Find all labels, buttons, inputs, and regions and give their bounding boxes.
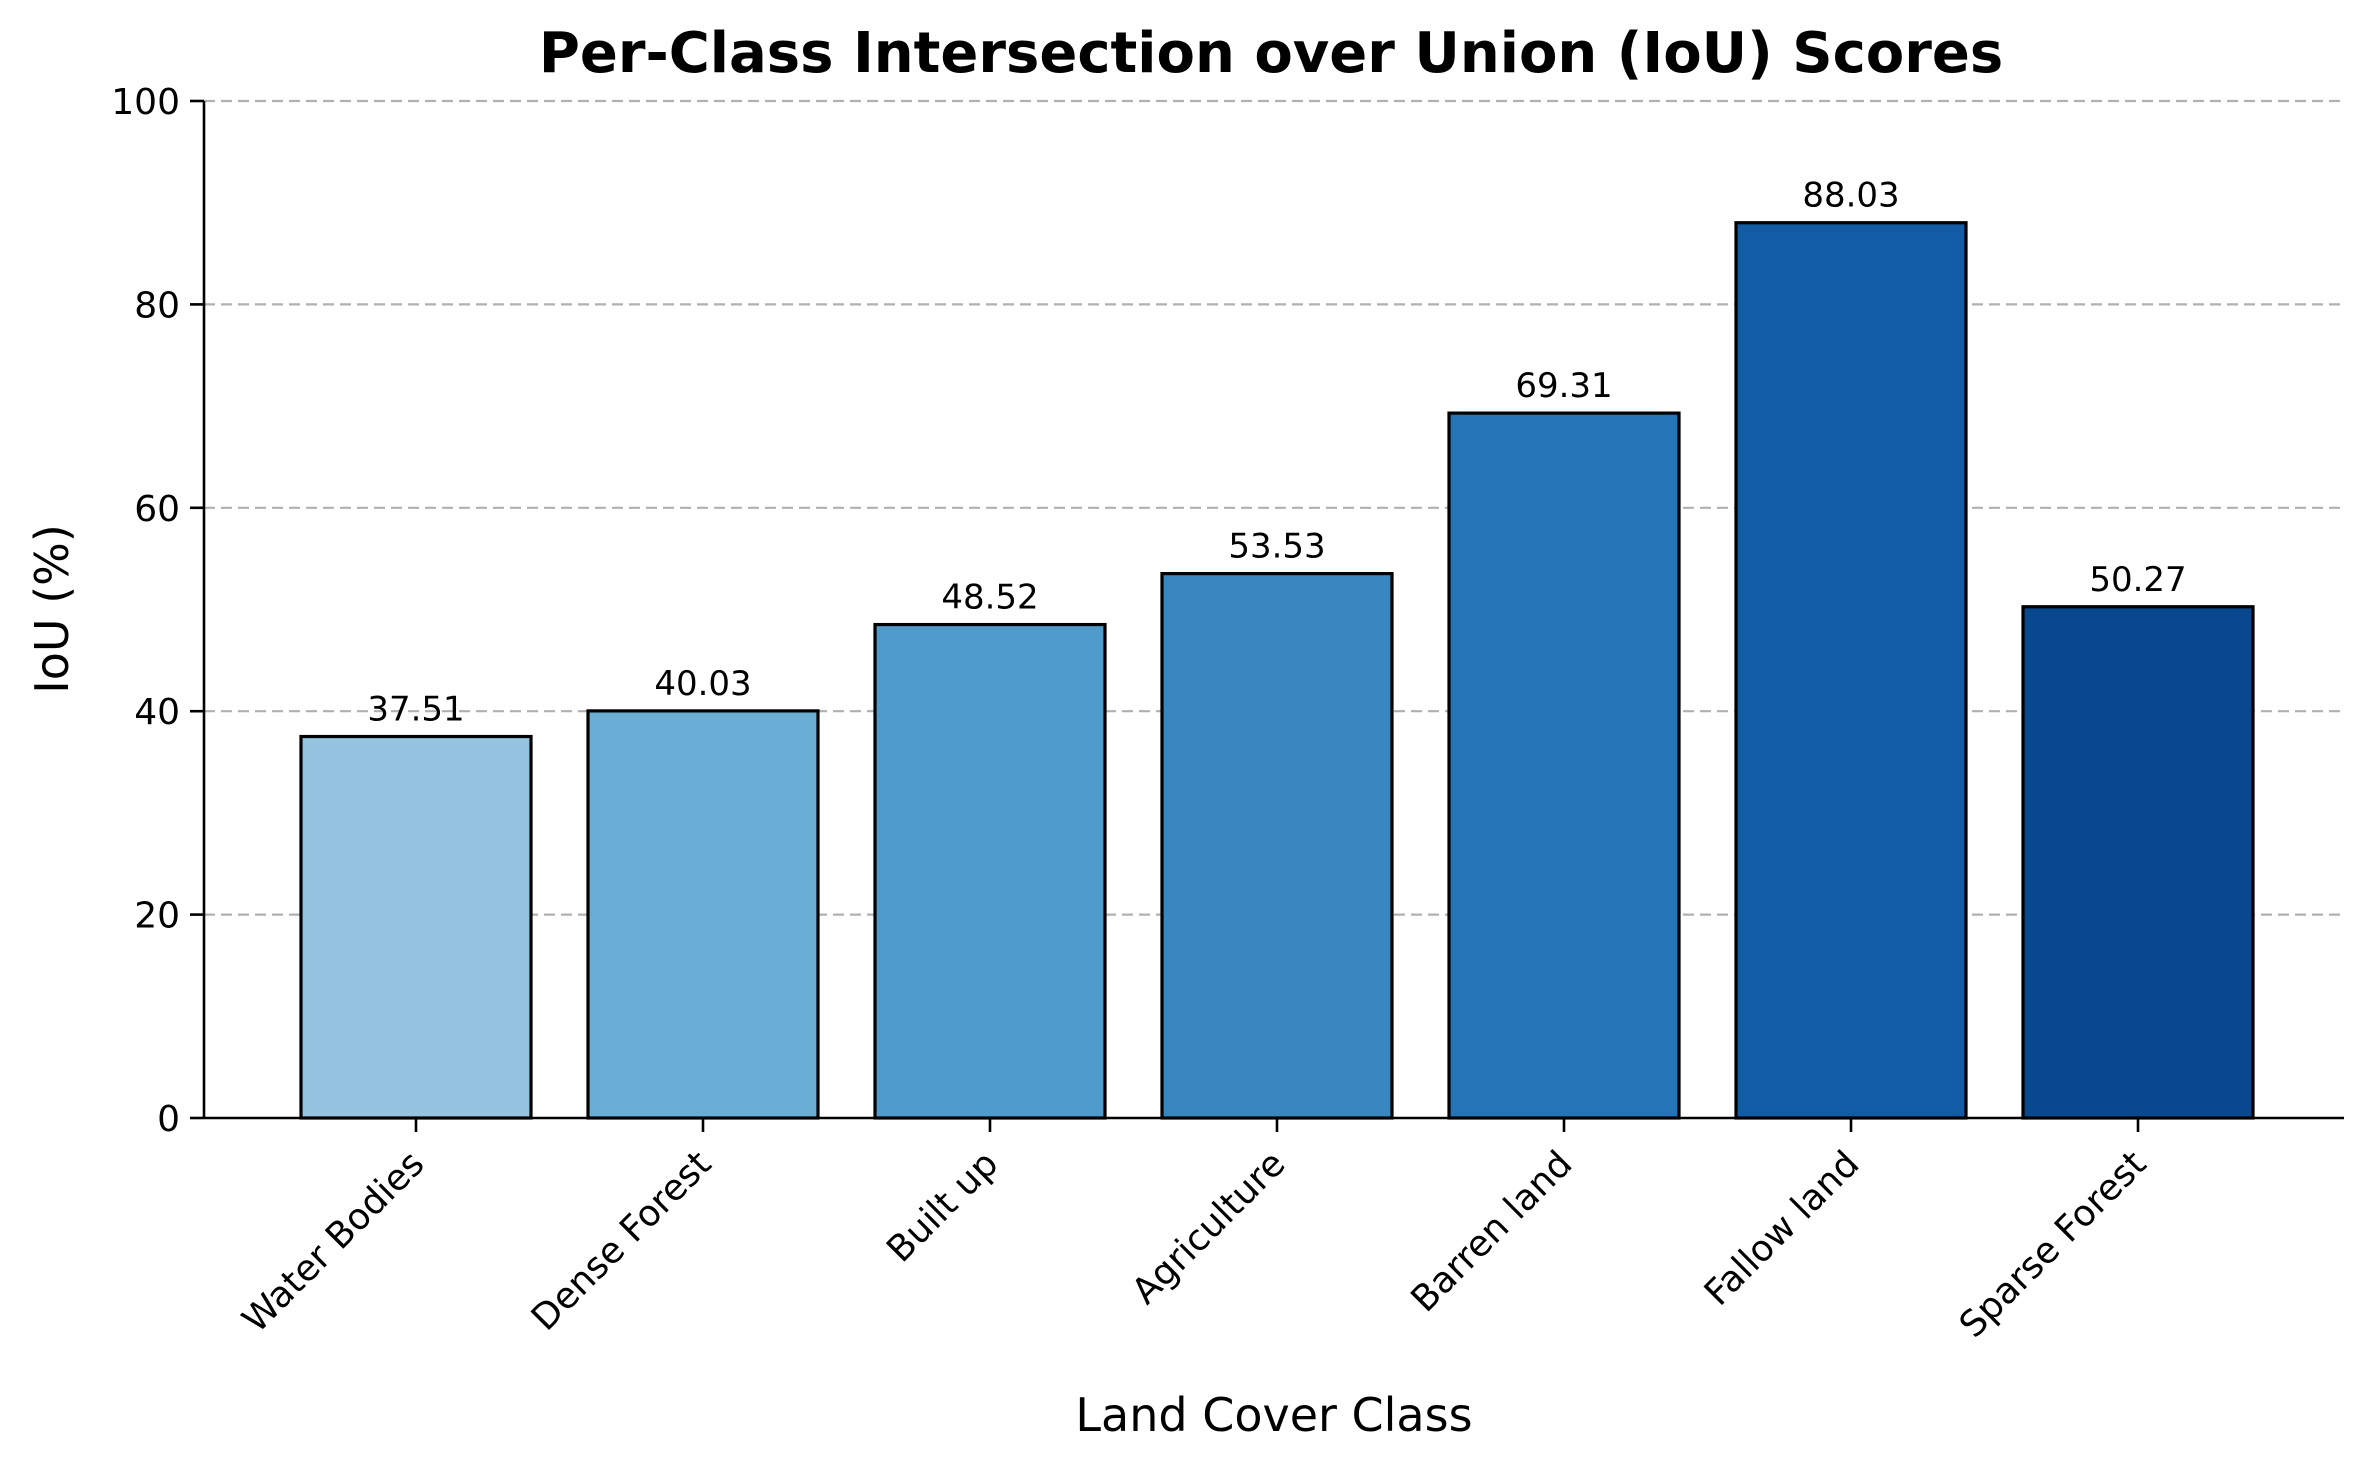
bar-value-label: 53.53	[1228, 527, 1325, 567]
y-tick-label: 100	[111, 82, 180, 123]
bar-value-label: 48.52	[941, 578, 1038, 618]
x-tick-label: Agriculture	[1124, 1143, 1293, 1312]
bar	[586, 709, 820, 1120]
x-tick-label: Water Bodies	[235, 1143, 433, 1341]
y-tick-label: 20	[134, 896, 180, 937]
x-tick-label: Fallow land	[1697, 1143, 1867, 1313]
y-tick-label: 0	[157, 1099, 180, 1140]
y-tick-label: 60	[134, 489, 180, 530]
y-axis-label: IoU (%)	[25, 524, 79, 694]
chart-title: Per-Class Intersection over Union (IoU) …	[539, 21, 2003, 86]
bar	[1734, 221, 1968, 1120]
bar	[873, 622, 1107, 1120]
bar	[1447, 411, 1681, 1120]
bar	[1160, 571, 1394, 1120]
bars: 37.51 40.03 48.52 53.53 69.31 88.03 50.27	[299, 176, 2255, 1120]
x-axis-label: Land Cover Class	[1075, 1388, 1472, 1442]
y-tick-label: 80	[134, 285, 180, 326]
bar	[2021, 605, 2255, 1120]
bar-value-label: 40.03	[654, 664, 751, 704]
x-tick-label: Dense Forest	[524, 1143, 720, 1339]
x-tick-label: Built up	[879, 1143, 1006, 1270]
y-ticks: 0 20 40 60 80 100	[111, 82, 204, 1140]
x-tick-label: Sparse Forest	[1952, 1143, 2155, 1346]
x-ticks: Water Bodies Dense Forest Built up Agricult…	[235, 1118, 2155, 1346]
bar-value-label: 69.31	[1515, 366, 1612, 406]
x-tick-label: Barren land	[1404, 1143, 1581, 1320]
axes	[202, 101, 2344, 1120]
y-tick-label: 40	[134, 692, 180, 733]
bar-value-label: 88.03	[1802, 176, 1899, 216]
bar	[299, 734, 533, 1120]
bar-value-label: 37.51	[367, 690, 464, 730]
bar-value-label: 50.27	[2089, 560, 2186, 600]
